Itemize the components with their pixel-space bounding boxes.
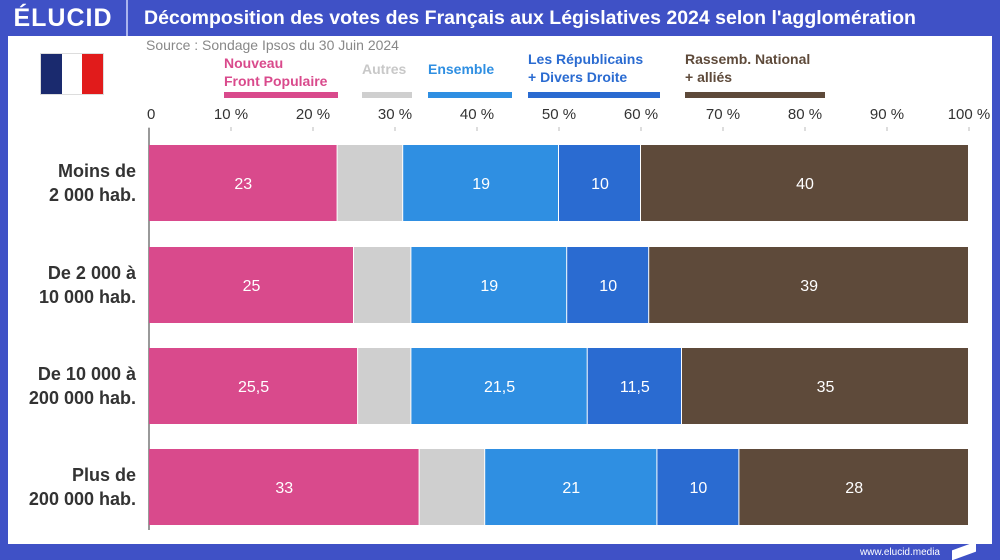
bar-segment: [337, 145, 403, 221]
data-label: 10: [591, 176, 609, 193]
x-tick-label: 60 %: [624, 106, 658, 123]
x-tick-label: 70 %: [706, 106, 740, 123]
data-label: 28: [845, 480, 863, 497]
bar-segment: [411, 247, 567, 323]
bar-segment: [149, 145, 337, 221]
x-tick-label: 0: [147, 106, 155, 123]
legend-swatch: [224, 92, 338, 98]
data-label: 40: [796, 176, 814, 193]
data-label: 21,5: [484, 379, 515, 396]
bar-segment: [657, 449, 739, 525]
legend-label: Ensemble: [428, 61, 495, 77]
bar-segment: [358, 348, 411, 424]
category-label: De 2 000 à 10 000 hab.: [38, 263, 136, 307]
category-label: Plus de 200 000 hab.: [28, 465, 136, 509]
x-tick-label: 100 %: [948, 106, 991, 123]
data-label: 10: [690, 480, 708, 497]
data-label: 19: [472, 176, 490, 193]
bar-segment: [403, 145, 558, 221]
data-label: 11,5: [620, 379, 650, 396]
bar-segment: [641, 145, 968, 221]
x-tick-label: 10 %: [214, 106, 248, 123]
header: ÉLUCID Décomposition des votes des Franç…: [0, 0, 1000, 36]
bar-segment: [587, 348, 681, 424]
bar-segment: [567, 247, 649, 323]
data-label: 33: [275, 480, 293, 497]
legend-label: Autres: [362, 61, 407, 77]
category-label: De 10 000 à 200 000 hab.: [28, 364, 136, 408]
x-tick-label: 20 %: [296, 106, 330, 123]
x-tick-label: 50 %: [542, 106, 576, 123]
legend-item: Rassemb. National + alliés: [685, 50, 825, 98]
legend-label: Rassemb. National + alliés: [685, 51, 811, 85]
data-label: 25,5: [238, 379, 269, 396]
bar-segment: [485, 449, 657, 525]
bar-segment: [354, 247, 411, 323]
france-flag-icon: [40, 53, 104, 95]
data-label: 39: [800, 278, 818, 295]
legend-swatch: [528, 92, 660, 98]
data-label: 25: [243, 278, 261, 295]
x-tick-label: 80 %: [788, 106, 822, 123]
legend-label: Les Républicains + Divers Droite: [528, 51, 644, 85]
legend-swatch: [685, 92, 825, 98]
bar-segment: [411, 348, 587, 424]
bar-segment: [149, 247, 353, 323]
legend-item: Ensemble: [428, 60, 512, 98]
data-label: 19: [480, 278, 498, 295]
x-tick-label: 40 %: [460, 106, 494, 123]
bar-segment: [149, 348, 358, 424]
legend-item: Nouveau Front Populaire: [224, 54, 338, 98]
data-label: 35: [817, 379, 835, 396]
bar-segment: [559, 145, 640, 221]
bar-segment: [419, 449, 485, 525]
x-tick-label: 30 %: [378, 106, 412, 123]
data-label: 21: [562, 480, 580, 497]
bar-segment: [682, 348, 968, 424]
elucid-logo: ÉLUCID: [0, 0, 128, 36]
source-note: Source : Sondage Ipsos du 30 Juin 2024: [146, 37, 399, 53]
bar-segment: [149, 449, 419, 525]
bar-segment: [649, 247, 968, 323]
legend-item: Les Républicains + Divers Droite: [528, 50, 660, 98]
chart-title: Décomposition des votes des Français aux…: [144, 6, 916, 29]
legend-label: Nouveau Front Populaire: [224, 55, 328, 89]
data-label: 23: [234, 176, 252, 193]
bar-segment: [739, 449, 968, 525]
legend-item: Autres: [362, 60, 412, 98]
category-label: Moins de 2 000 hab.: [48, 161, 136, 205]
footer-url: www.elucid.media: [859, 547, 940, 558]
data-label: 10: [599, 278, 617, 295]
legend-swatch: [428, 92, 512, 98]
x-tick-label: 90 %: [870, 106, 904, 123]
legend-swatch: [362, 92, 412, 98]
